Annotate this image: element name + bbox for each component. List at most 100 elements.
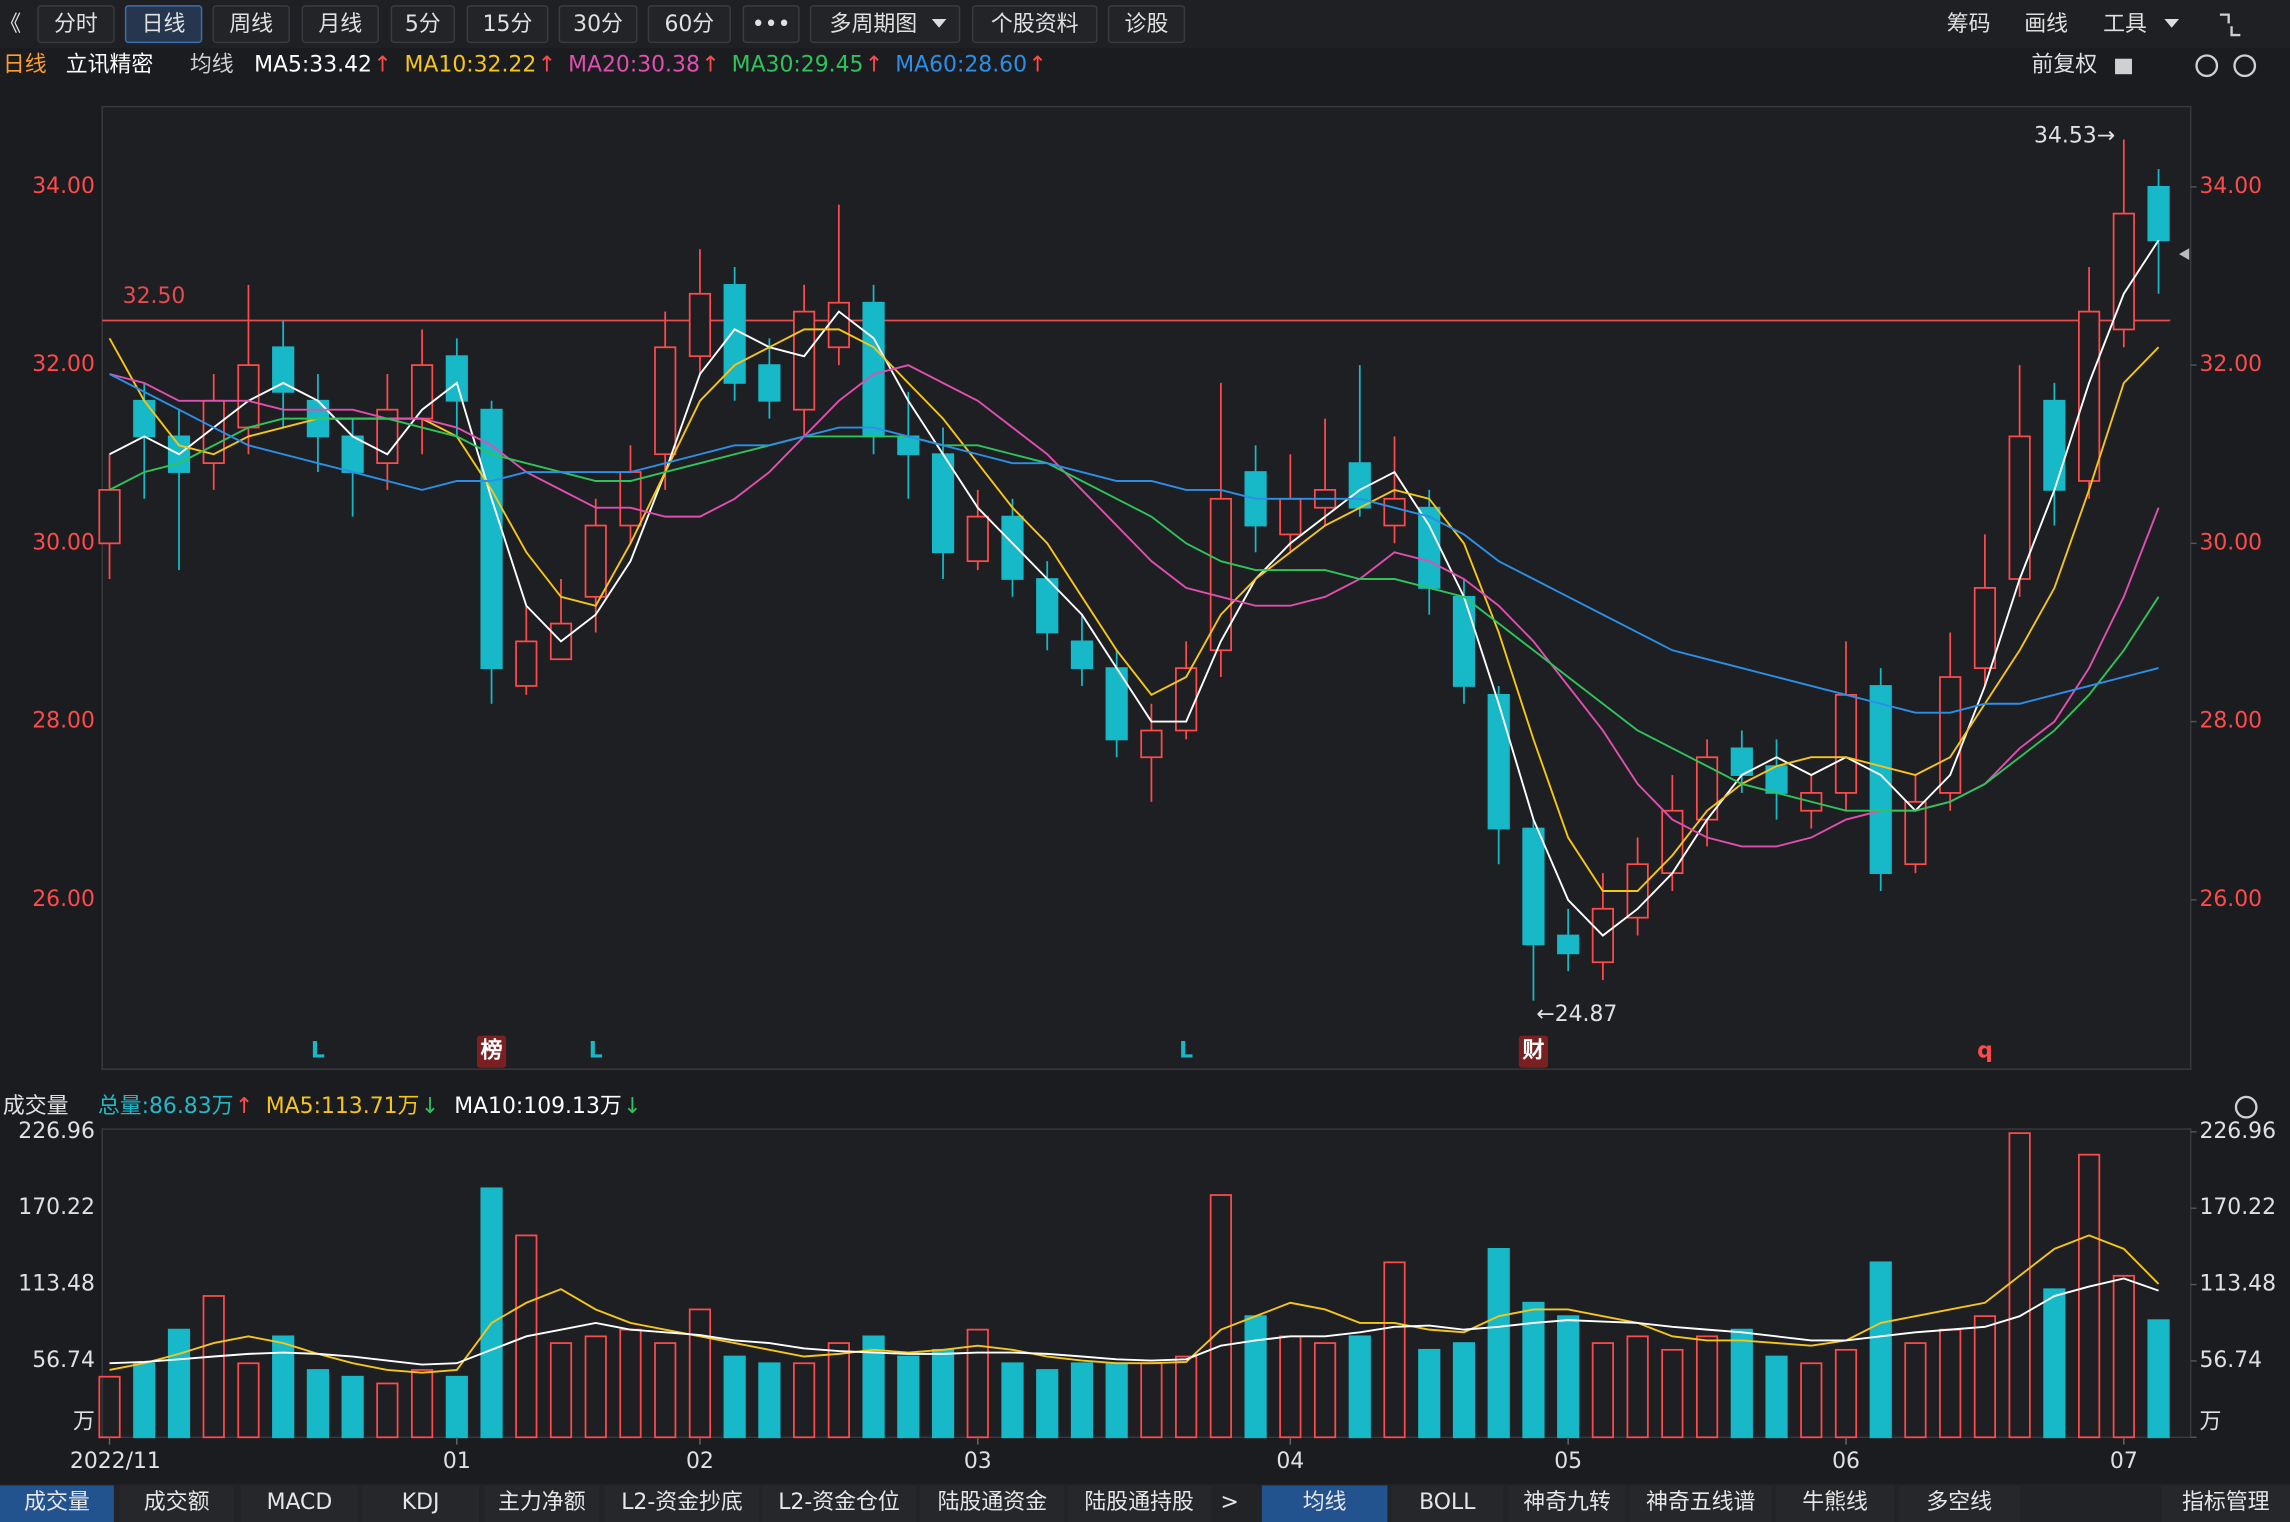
overlay-tab-label[interactable]: BOLL	[1419, 1490, 1476, 1515]
toolbar-button[interactable]	[212, 5, 290, 44]
toolbar-label[interactable]: 5分	[405, 12, 441, 37]
overlay-tab-label[interactable]: 牛熊线	[1802, 1490, 1868, 1515]
overlay-tab-label[interactable]: 均线	[1303, 1490, 1347, 1515]
toolbar-label[interactable]: 月线	[318, 12, 362, 37]
overlay-tab[interactable]	[1775, 1485, 1895, 1522]
toolbar-button[interactable]	[971, 5, 1098, 44]
volume-bar	[1487, 1247, 1510, 1439]
remove-icon[interactable]	[2233, 54, 2257, 78]
toolbar-label[interactable]: 画线	[2024, 12, 2068, 37]
legend-entry: MA10:109.13万	[454, 1094, 622, 1119]
overlay-tab[interactable]	[1391, 1485, 1503, 1522]
event-marker[interactable]: L	[589, 1039, 603, 1064]
toolbar-label[interactable]: 筹码	[1947, 12, 1991, 37]
volume-bar	[1800, 1362, 1823, 1439]
indicator-tab[interactable]	[920, 1485, 1065, 1522]
y-tick-label: 56.74	[32, 1348, 95, 1373]
toolbar-button[interactable]	[647, 5, 731, 44]
indicator-tab[interactable]	[362, 1485, 480, 1522]
candle-body	[1869, 685, 1892, 874]
toolbar-button[interactable]	[742, 5, 800, 44]
lock-icon[interactable]	[2115, 58, 2132, 75]
toolbar-button[interactable]	[1107, 5, 1186, 44]
toolbar-label[interactable]: 分时	[54, 12, 98, 37]
toolbar-label[interactable]: 周线	[229, 12, 273, 37]
event-marker[interactable]: 榜	[481, 1038, 503, 1064]
ma-line	[108, 328, 2160, 892]
toolbar-label[interactable]: 工具	[2103, 12, 2147, 37]
indicator-tab-label[interactable]: 陆股通资金	[938, 1490, 1048, 1515]
indicator-tab-label[interactable]: KDJ	[402, 1490, 440, 1515]
toolbar-button[interactable]	[390, 5, 455, 44]
max-label: 34.53→	[2034, 124, 2115, 149]
indicator-tab-label[interactable]: 成交额	[144, 1490, 210, 1515]
indicator-tab[interactable]	[119, 1485, 234, 1522]
event-box[interactable]	[1518, 1035, 1549, 1068]
overlay-tab-label[interactable]: 神奇九转	[1523, 1490, 1611, 1515]
y-tick-label-right: 30.00	[2199, 530, 2262, 555]
indicator-tab[interactable]	[484, 1485, 599, 1522]
volume-bar	[2112, 1274, 2135, 1439]
overlay-tab[interactable]	[1898, 1485, 2020, 1522]
candle-body	[98, 488, 121, 545]
toolbar-label[interactable]: 日线	[142, 12, 186, 37]
y-tick-label-right: 32.00	[2199, 352, 2262, 377]
toolbar-label[interactable]: 60分	[664, 12, 714, 37]
overlay-tab-label[interactable]: 神奇五线谱	[1646, 1490, 1756, 1515]
indicator-tab-label[interactable]: L2-资金仓位	[778, 1490, 900, 1515]
toolbar-label[interactable]: 多周期图	[830, 12, 918, 37]
event-marker[interactable]: L	[311, 1039, 325, 1064]
dropdown-arrow[interactable]	[2164, 18, 2180, 28]
toolbar-label[interactable]: 个股资料	[991, 12, 1079, 37]
event-marker[interactable]: q	[1977, 1039, 1993, 1064]
fullscreen-icon[interactable]	[2219, 13, 2241, 37]
toolbar-label[interactable]: 30分	[573, 12, 623, 37]
indicator-tab[interactable]	[0, 1485, 114, 1522]
indicator-tab-label[interactable]: 陆股通持股	[1084, 1490, 1194, 1515]
toolbar-label[interactable]: 《	[0, 12, 21, 37]
manage-label[interactable]: 指标管理	[2182, 1490, 2270, 1515]
toolbar-button[interactable]	[466, 5, 549, 44]
candle-body	[2112, 212, 2135, 331]
event-marker[interactable]: 财	[1522, 1039, 1544, 1064]
dropdown-arrow[interactable]	[931, 18, 947, 28]
indicator-tab-label[interactable]: 主力净额	[498, 1490, 586, 1515]
indicator-tab-label[interactable]: L2-资金抄底	[621, 1490, 743, 1515]
toolbar-button[interactable]	[809, 5, 961, 44]
close-icon[interactable]	[2234, 1095, 2258, 1119]
volume-title: 成交量	[3, 1094, 69, 1119]
indicator-tab[interactable]	[604, 1485, 760, 1522]
toolbar-icons	[2115, 13, 2258, 1119]
event-marker[interactable]: L	[1179, 1039, 1193, 1064]
y-tick-label: 34.00	[32, 174, 95, 199]
toolbar-button[interactable]	[558, 5, 638, 44]
indicator-tab[interactable]	[1067, 1485, 1211, 1522]
toolbar-button[interactable]	[301, 5, 379, 44]
indicator-tab[interactable]	[762, 1485, 916, 1522]
overlay-tab[interactable]	[1629, 1485, 1772, 1522]
toolbar-label[interactable]: 15分	[483, 12, 533, 37]
volume-bar	[1626, 1335, 1649, 1439]
indicator-tab[interactable]	[240, 1485, 358, 1522]
candle-body	[584, 524, 607, 598]
toolbar-button[interactable]	[37, 5, 115, 44]
volume-bar	[1313, 1342, 1337, 1439]
candle-body	[1279, 497, 1302, 536]
more-tabs[interactable]: >	[1221, 1490, 1239, 1515]
overlay-tab[interactable]	[1508, 1485, 1626, 1522]
reference-label: 32.50	[123, 284, 186, 309]
indicator-tab-label[interactable]: 成交量	[24, 1490, 90, 1515]
overlay-tab-label[interactable]: 多空线	[1926, 1490, 1992, 1515]
manage-button[interactable]	[2161, 1485, 2290, 1522]
overlay-tab[interactable]	[1261, 1485, 1388, 1522]
indicator-tab-label[interactable]: MACD	[267, 1490, 333, 1515]
adjust-label[interactable]: 前复权	[2032, 53, 2098, 78]
toolbar-label[interactable]: 诊股	[1125, 12, 1169, 37]
add-icon[interactable]	[2195, 54, 2219, 78]
toolbar-label[interactable]: •••	[752, 12, 791, 37]
candle-body	[931, 453, 955, 554]
toolbar-button[interactable]	[124, 5, 203, 44]
event-box[interactable]	[476, 1035, 507, 1068]
volume-bar	[1869, 1261, 1892, 1439]
